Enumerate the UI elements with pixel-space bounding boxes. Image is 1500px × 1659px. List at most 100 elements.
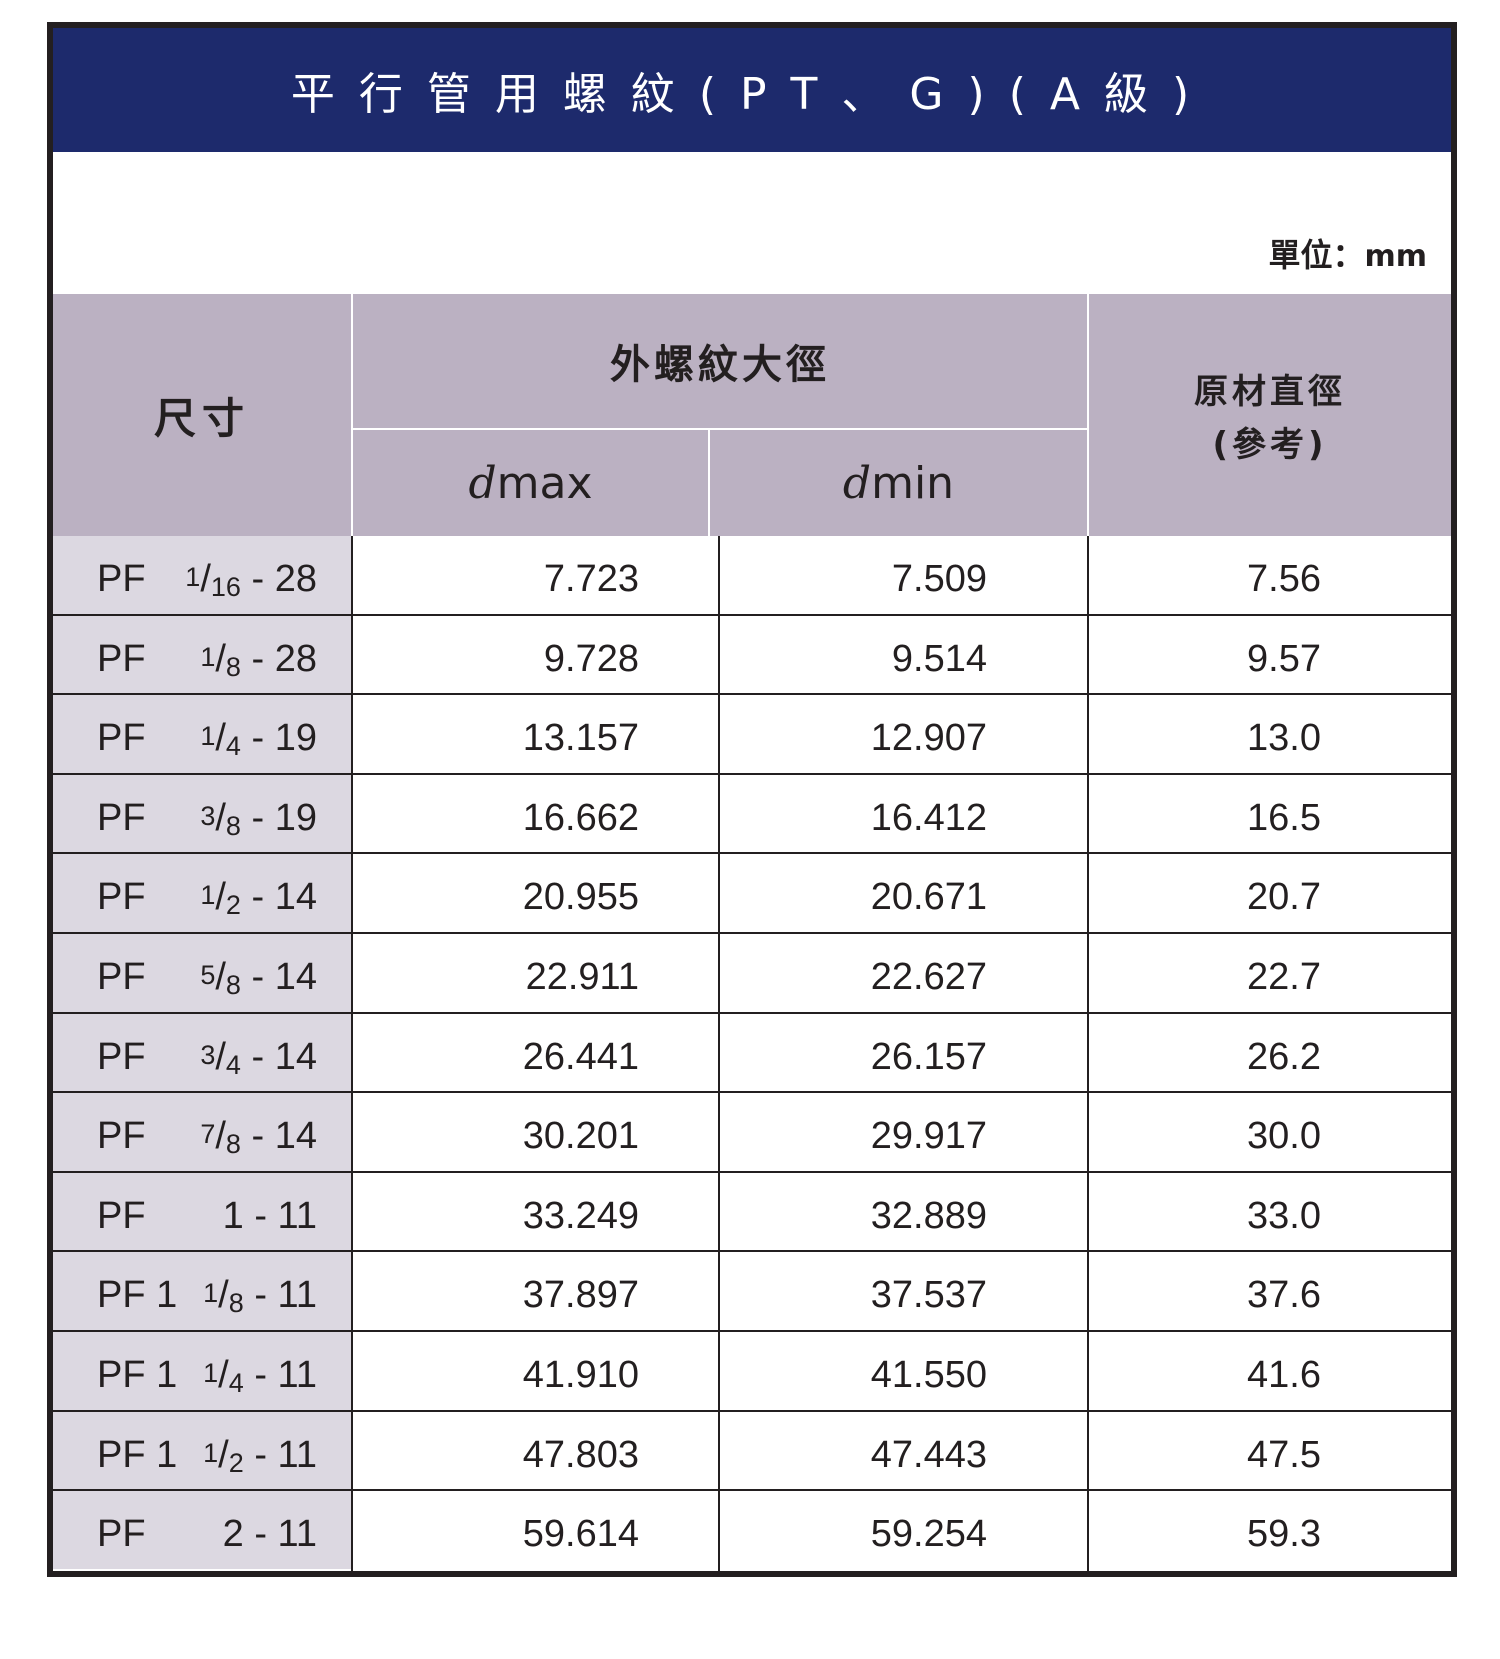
unit-value: mm	[1364, 239, 1427, 274]
header-stock-line2: (參考)	[1212, 425, 1328, 465]
dmax-cell: 20.955	[53, 854, 1451, 932]
size-tpi: 14	[274, 1115, 317, 1158]
stock-cell: 13.0	[53, 695, 1451, 773]
dmax-cell-value: 20.955	[522, 876, 639, 919]
fraction-numerator: 1	[203, 1358, 219, 1388]
size-prefix: PF 1	[97, 1433, 178, 1476]
size-cell: PF 1/2 - 14	[53, 854, 351, 933]
stock-cell-value: 47.5	[1247, 1433, 1321, 1476]
dmin-cell-value: 32.889	[870, 1194, 987, 1237]
fraction-slash: /	[215, 717, 226, 760]
size-tpi: 28	[274, 558, 317, 600]
dmin-cell-value: 26.157	[870, 1035, 987, 1078]
stock-cell: 30.0	[53, 1093, 1451, 1171]
dmin-cell-value: 59.254	[870, 1513, 987, 1556]
dmax-cell-value: 37.897	[522, 1274, 639, 1317]
dmax-cell: 26.441	[53, 1014, 1451, 1092]
stock-cell: 22.7	[53, 934, 1451, 1012]
size-tpi: 19	[274, 796, 317, 839]
dmin-cell: 16.412	[53, 775, 1451, 853]
fraction-denominator: 8	[225, 651, 241, 682]
size-prefix: PF 1	[97, 1274, 178, 1317]
fraction-slash: /	[215, 796, 226, 839]
fraction-numerator: 1	[200, 721, 216, 752]
size-cell: PF 1/8 - 28	[53, 615, 351, 694]
fraction-denominator: 4	[225, 731, 241, 762]
header-divider	[708, 428, 710, 536]
size-prefix: PF	[97, 1115, 146, 1158]
dmax-cell: 59.614	[53, 1491, 1451, 1569]
dmin-cell-value: 47.443	[870, 1433, 987, 1476]
size-fraction: 3/4 - 14	[200, 1035, 317, 1080]
size-tpi: 11	[277, 1274, 317, 1317]
fraction-numerator: 7	[200, 1119, 216, 1150]
size-cell: PF 1/16 - 28	[53, 536, 351, 614]
fraction-slash: /	[215, 876, 226, 919]
fraction-numerator: 1	[200, 641, 216, 672]
fraction-numerator: 1	[185, 562, 201, 592]
header-size-label: 尺寸	[153, 393, 250, 443]
header-outer-diameter: 外螺紋大徑	[353, 294, 1087, 428]
size-fraction: 1/4 - 19	[200, 717, 317, 762]
size-dash: -	[240, 1115, 275, 1158]
size-fraction: 1/16 - 28	[185, 558, 317, 602]
row-divider	[53, 932, 1451, 934]
dmin-cell-value: 37.537	[870, 1274, 987, 1317]
row-divider	[53, 693, 1451, 696]
size-dash: -	[243, 1433, 278, 1476]
size-fraction: 3/8 - 19	[200, 796, 317, 841]
size-tpi: 14	[274, 956, 317, 998]
header-divider	[351, 294, 353, 536]
dmax-cell-value: 26.441	[522, 1035, 639, 1078]
size-prefix: PF	[97, 1194, 146, 1237]
stock-cell-value: 59.3	[1247, 1513, 1321, 1556]
row-divider	[53, 1330, 1451, 1332]
size-cell: PF 1 1/8 - 11	[53, 1252, 351, 1331]
fraction-denominator: 2	[225, 890, 241, 921]
size-prefix: PF 1	[97, 1354, 178, 1396]
stock-cell-value: 20.7	[1247, 876, 1321, 919]
size-prefix: PF	[97, 637, 146, 680]
size-dash: -	[240, 1035, 275, 1078]
header-dmax-d: d	[468, 457, 497, 509]
dmax-cell-value: 13.157	[522, 717, 639, 760]
size-tpi: 28	[274, 637, 317, 680]
dmax-cell: 37.897	[53, 1252, 1451, 1330]
unit-label: 單位：mm	[1268, 230, 1427, 276]
size-dash: -	[240, 956, 275, 998]
dmax-cell-value: 33.249	[522, 1194, 639, 1237]
dmax-cell: 33.249	[53, 1173, 1451, 1251]
dmax-cell-value: 22.911	[525, 956, 639, 998]
size-tpi: 14	[274, 1035, 317, 1078]
dmin-cell-value: 12.907	[870, 717, 987, 760]
row-divider	[53, 1091, 1451, 1094]
fraction-denominator: 4	[228, 1368, 244, 1398]
fraction-denominator: 8	[225, 1129, 241, 1160]
stock-cell-value: 9.57	[1247, 637, 1321, 680]
size-cell: PF 5/8 - 14	[53, 934, 351, 1012]
header-dmin-d: d	[842, 457, 872, 509]
dmin-cell: 7.509	[53, 536, 1451, 614]
header-divider	[1087, 294, 1089, 536]
size-dash: -	[240, 558, 275, 600]
dmin-cell: 22.627	[53, 934, 1451, 1012]
dmin-cell: 41.550	[53, 1332, 1451, 1410]
header-size: 尺寸	[53, 294, 351, 536]
row-divider	[53, 1011, 1451, 1014]
size-fraction: 5/8 - 14	[200, 956, 317, 1000]
dmax-cell-value: 41.910	[522, 1354, 639, 1396]
size-dash: -	[243, 1354, 278, 1396]
row-divider	[53, 1250, 1451, 1253]
size-cell: PF 1 1/2 - 11	[53, 1411, 351, 1490]
stock-cell-value: 33.0	[1247, 1194, 1321, 1237]
size-dash: -	[243, 1513, 278, 1556]
size-tpi: 11	[277, 1433, 317, 1476]
size-prefix: PF	[97, 1035, 146, 1078]
dmin-cell-value: 7.509	[891, 558, 987, 600]
size-prefix: PF	[97, 558, 146, 600]
size-dash: -	[243, 1274, 278, 1317]
thread-spec-table: 平行管用螺紋(PT、G)(A級) 單位：mm 尺寸 外螺紋大徑 d max d mi…	[47, 22, 1457, 1577]
dmax-cell: 7.723	[53, 536, 1451, 614]
size-tpi: 11	[277, 1513, 317, 1556]
column-divider	[1087, 536, 1089, 1571]
